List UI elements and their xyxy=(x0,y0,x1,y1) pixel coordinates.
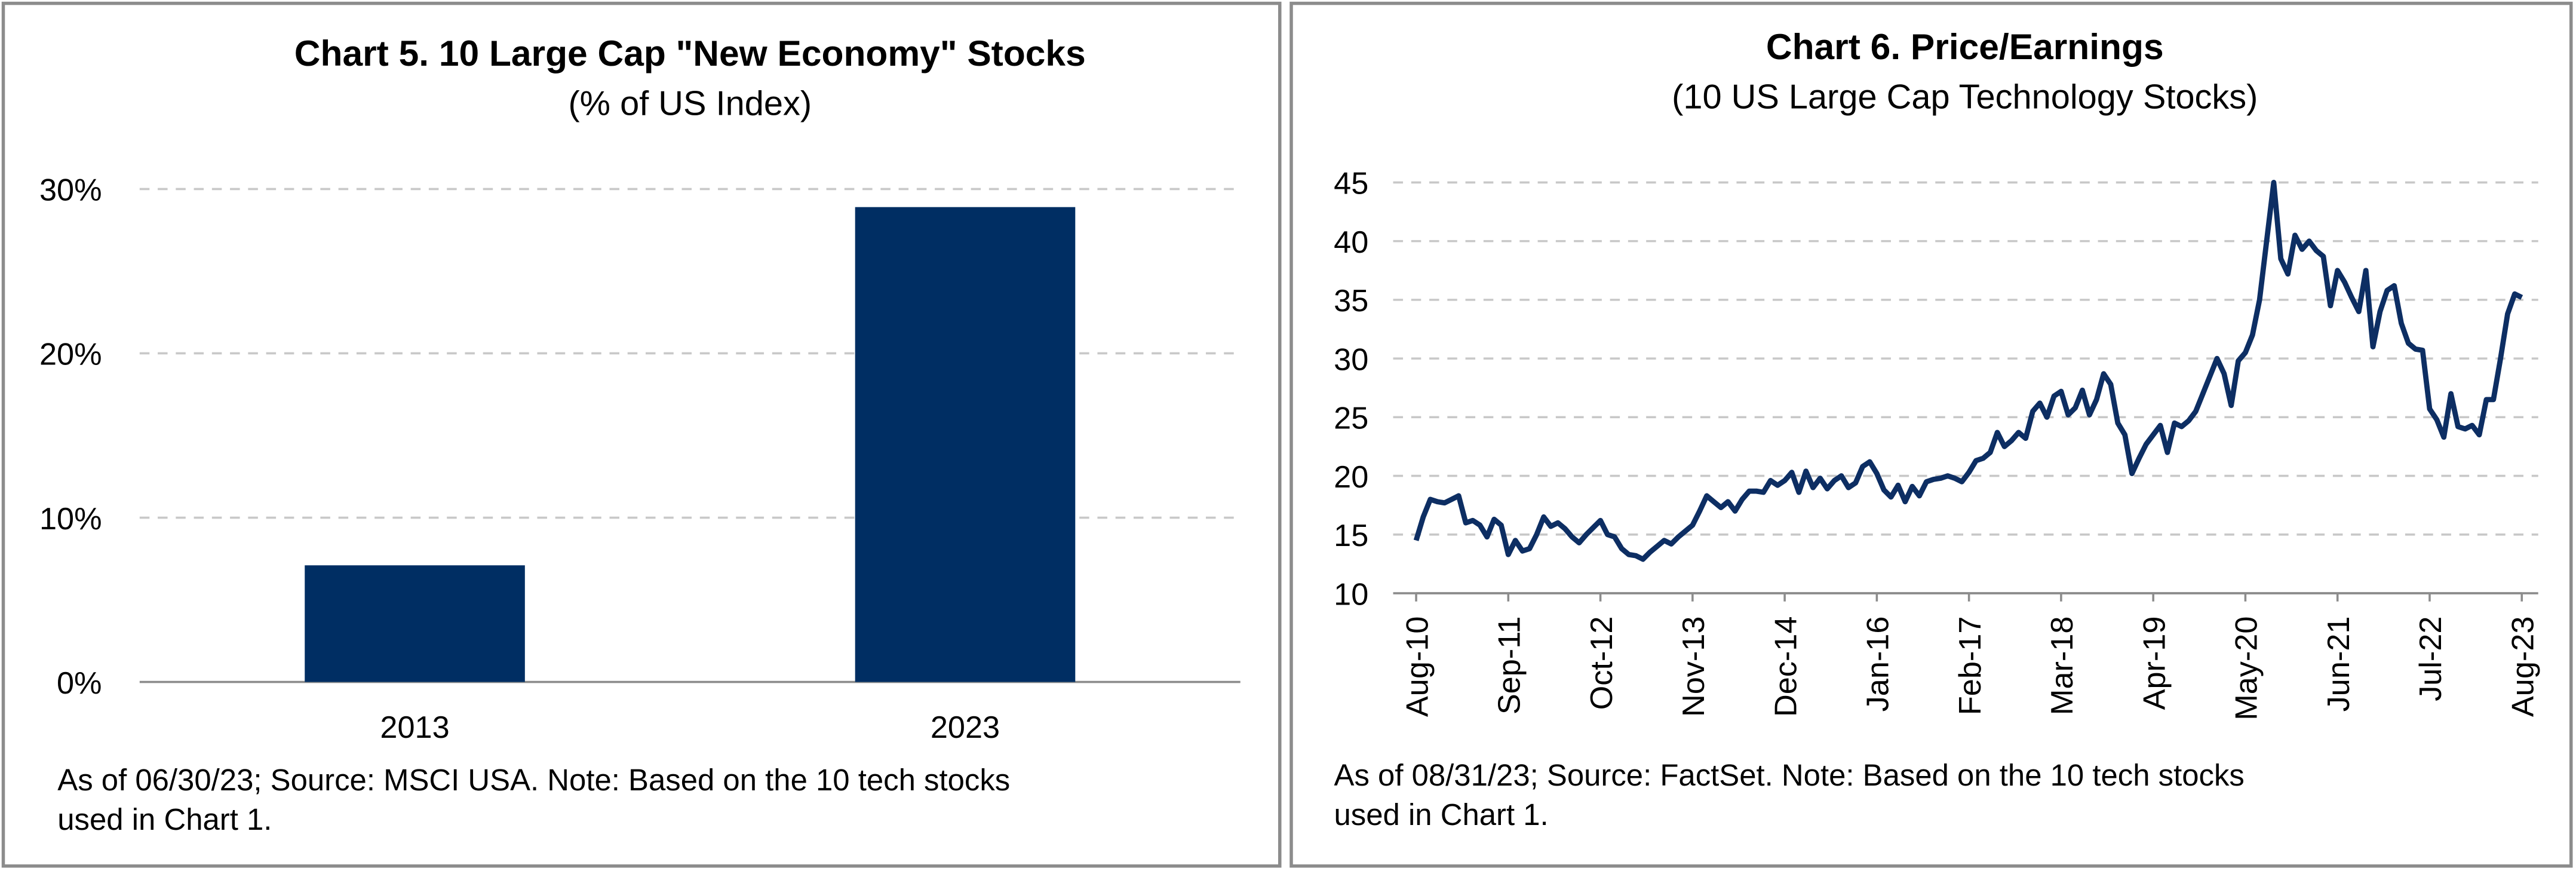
bar xyxy=(855,207,1076,682)
chart-title: Chart 5. 10 Large Cap "New Economy" Stoc… xyxy=(294,33,1086,73)
x-tick-label: Nov-13 xyxy=(1677,617,1711,717)
x-tick-label: Feb-17 xyxy=(1953,617,1988,716)
bar xyxy=(305,565,525,682)
panel-border xyxy=(1289,1,2573,868)
x-tick-label: Jan-16 xyxy=(1861,617,1896,712)
y-tick-label: 20 xyxy=(1334,460,1368,495)
x-tick-label: Aug-23 xyxy=(2506,617,2540,717)
y-tick-label: 30 xyxy=(1334,342,1368,377)
x-tick-label: 2013 xyxy=(380,710,449,745)
y-tick-label: 40 xyxy=(1334,225,1368,260)
x-tick-label: 2023 xyxy=(931,710,1000,745)
line-series xyxy=(1413,180,2523,562)
y-tick-label: 30% xyxy=(39,173,102,208)
footnote: As of 08/31/23; Source: FactSet. Note: B… xyxy=(1334,758,2245,792)
footnote: As of 06/30/23; Source: MSCI USA. Note: … xyxy=(57,763,1010,797)
y-tick-label: 0% xyxy=(57,666,102,701)
footnote: used in Chart 1. xyxy=(57,802,272,836)
panel-border xyxy=(1,1,1282,868)
y-tick-label: 25 xyxy=(1334,401,1368,436)
y-tick-label: 20% xyxy=(39,338,102,372)
x-tick-label: Oct-12 xyxy=(1585,617,1619,710)
x-tick-label: Aug-10 xyxy=(1400,617,1435,717)
x-tick-label: May-20 xyxy=(2230,617,2264,720)
y-tick-label: 45 xyxy=(1334,167,1368,201)
x-tick-label: Sep-11 xyxy=(1493,617,1527,715)
y-tick-label: 10 xyxy=(1334,577,1368,612)
x-tick-label: Dec-14 xyxy=(1768,617,1803,717)
chart-title: Chart 6. Price/Earnings xyxy=(1766,26,2164,67)
y-tick-label: 10% xyxy=(39,502,102,536)
footnote: used in Chart 1. xyxy=(1334,798,1549,832)
chart-subtitle: (% of US Index) xyxy=(568,85,812,123)
x-tick-label: Apr-19 xyxy=(2137,617,2172,710)
x-tick-label: Jun-21 xyxy=(2322,617,2356,712)
x-tick-label: Jul-22 xyxy=(2414,617,2448,701)
x-tick-label: Mar-18 xyxy=(2045,617,2080,716)
chart-subtitle: (10 US Large Cap Technology Stocks) xyxy=(1672,78,2258,116)
y-tick-label: 15 xyxy=(1334,519,1368,553)
y-tick-label: 35 xyxy=(1334,284,1368,318)
